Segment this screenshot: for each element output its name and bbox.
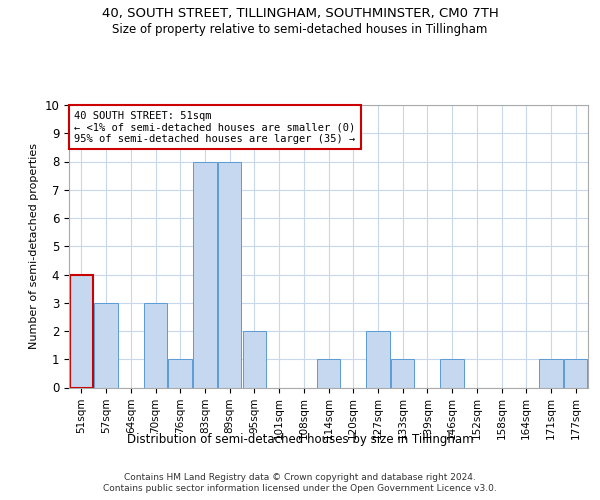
Text: Distribution of semi-detached houses by size in Tillingham: Distribution of semi-detached houses by … <box>127 432 473 446</box>
Bar <box>539 359 563 388</box>
Text: 40 SOUTH STREET: 51sqm
← <1% of semi-detached houses are smaller (0)
95% of semi: 40 SOUTH STREET: 51sqm ← <1% of semi-det… <box>74 110 355 144</box>
Text: Contains public sector information licensed under the Open Government Licence v3: Contains public sector information licen… <box>103 484 497 493</box>
Bar <box>94 302 118 388</box>
Bar <box>242 331 266 388</box>
Bar <box>564 359 587 388</box>
Bar <box>144 302 167 388</box>
Text: Contains HM Land Registry data © Crown copyright and database right 2024.: Contains HM Land Registry data © Crown c… <box>124 472 476 482</box>
Text: 40, SOUTH STREET, TILLINGHAM, SOUTHMINSTER, CM0 7TH: 40, SOUTH STREET, TILLINGHAM, SOUTHMINST… <box>101 8 499 20</box>
Bar <box>317 359 340 388</box>
Bar <box>193 162 217 388</box>
Y-axis label: Number of semi-detached properties: Number of semi-detached properties <box>29 143 39 350</box>
Bar <box>169 359 192 388</box>
Text: Size of property relative to semi-detached houses in Tillingham: Size of property relative to semi-detach… <box>112 22 488 36</box>
Bar <box>366 331 389 388</box>
Bar <box>440 359 464 388</box>
Bar <box>70 274 93 388</box>
Bar <box>391 359 415 388</box>
Bar <box>218 162 241 388</box>
